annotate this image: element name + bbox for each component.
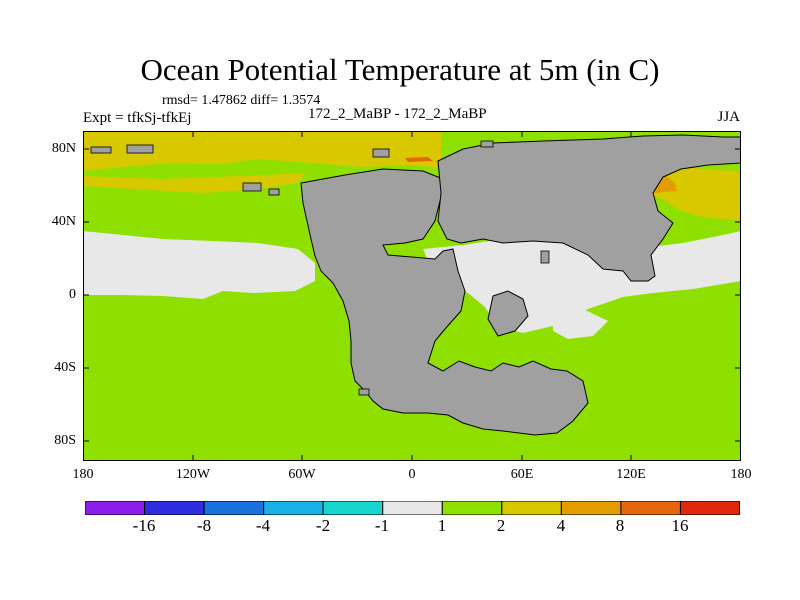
- stats-text: rmsd= 1.47862 diff= 1.3574: [162, 93, 321, 108]
- colorbar-segment: [620, 501, 681, 515]
- colorbar-label: 1: [437, 516, 447, 535]
- lat-label-0: 0: [69, 287, 76, 302]
- colorbar: [85, 501, 740, 515]
- colorbar-segment: [679, 501, 740, 515]
- island: [126, 144, 154, 154]
- colorbar-segment: [263, 501, 324, 515]
- lon-label-120w: 120W: [175, 467, 211, 482]
- island: [268, 188, 280, 196]
- lon-label-120e: 120E: [616, 467, 646, 482]
- expt-label: Expt = tfkSj-tfkEj: [83, 110, 192, 126]
- colorbar-segment: [144, 501, 205, 515]
- colorbar-label: 16: [671, 516, 689, 535]
- lon-label-60w: 60W: [288, 467, 316, 482]
- lon-label-0: 0: [408, 467, 416, 482]
- runs-label: 172_2_MaBP - 172_2_MaBP: [308, 106, 487, 122]
- island: [540, 250, 550, 264]
- lat-label-80n: 80N: [51, 141, 76, 156]
- lon-ticks: [192, 131, 632, 461]
- lat-label-40n: 40N: [51, 214, 76, 229]
- colorbar-segment: [85, 501, 146, 515]
- lon-label-180e: 180: [730, 467, 752, 482]
- lon-label-180w: 180: [72, 467, 94, 482]
- temperature-map: [83, 131, 741, 461]
- lat-label-80s: 80S: [54, 433, 76, 448]
- colorbar-label: 8: [615, 516, 625, 535]
- colorbar-segment: [203, 501, 265, 515]
- island: [358, 388, 370, 396]
- colorbar-label: -1: [374, 516, 390, 535]
- landmass-pangaea-west: [300, 168, 589, 436]
- colorbar-label: -16: [132, 516, 156, 535]
- colorbar-label: -4: [255, 516, 271, 535]
- hot-streak: [405, 157, 433, 162]
- landmass-southeast-peninsula: [487, 290, 529, 337]
- plot-title: Ocean Potential Temperature at 5m (in C): [140, 52, 660, 87]
- colorbar-label: -2: [315, 516, 331, 535]
- colorbar-segment: [501, 501, 562, 515]
- colorbar-label: 4: [556, 516, 566, 535]
- season-label: JJA: [717, 109, 740, 125]
- near-zero-band-pacific: [83, 231, 315, 299]
- near-zero-patch-south: [553, 309, 608, 339]
- colorbar-label: -8: [196, 516, 212, 535]
- island: [372, 148, 390, 158]
- lat-ticks: [83, 148, 741, 442]
- colorbar-label: 2: [496, 516, 506, 535]
- colorbar-segment: [560, 501, 622, 515]
- island: [480, 140, 494, 148]
- lat-label-40s: 40S: [54, 360, 76, 375]
- colorbar-segment: [441, 501, 503, 515]
- warm-band-north: [83, 131, 441, 171]
- colorbar-segment: [322, 501, 384, 515]
- colorbar-segment: [382, 501, 443, 515]
- lon-label-60e: 60E: [510, 467, 534, 482]
- island: [242, 182, 262, 192]
- landmass-laurasia-east: [437, 134, 741, 282]
- island: [90, 146, 112, 154]
